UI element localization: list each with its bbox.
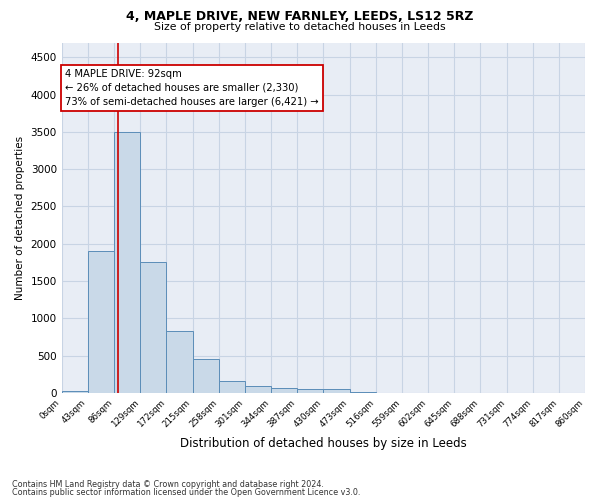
Bar bbox=[62, 390, 88, 393]
Bar bbox=[271, 388, 297, 393]
Text: 4, MAPLE DRIVE, NEW FARNLEY, LEEDS, LS12 5RZ: 4, MAPLE DRIVE, NEW FARNLEY, LEEDS, LS12… bbox=[126, 10, 474, 23]
Text: 4 MAPLE DRIVE: 92sqm
← 26% of detached houses are smaller (2,330)
73% of semi-de: 4 MAPLE DRIVE: 92sqm ← 26% of detached h… bbox=[65, 68, 319, 106]
Bar bbox=[245, 386, 271, 393]
Text: Size of property relative to detached houses in Leeds: Size of property relative to detached ho… bbox=[154, 22, 446, 32]
X-axis label: Distribution of detached houses by size in Leeds: Distribution of detached houses by size … bbox=[180, 437, 467, 450]
Text: Contains public sector information licensed under the Open Government Licence v3: Contains public sector information licen… bbox=[12, 488, 361, 497]
Text: Contains HM Land Registry data © Crown copyright and database right 2024.: Contains HM Land Registry data © Crown c… bbox=[12, 480, 324, 489]
Y-axis label: Number of detached properties: Number of detached properties bbox=[15, 136, 25, 300]
Bar bbox=[114, 132, 140, 393]
Bar bbox=[140, 262, 166, 393]
Bar bbox=[88, 251, 114, 393]
Bar bbox=[166, 331, 193, 393]
Bar bbox=[323, 389, 350, 393]
Bar bbox=[193, 359, 218, 393]
Bar bbox=[218, 381, 245, 393]
Bar bbox=[297, 388, 323, 393]
